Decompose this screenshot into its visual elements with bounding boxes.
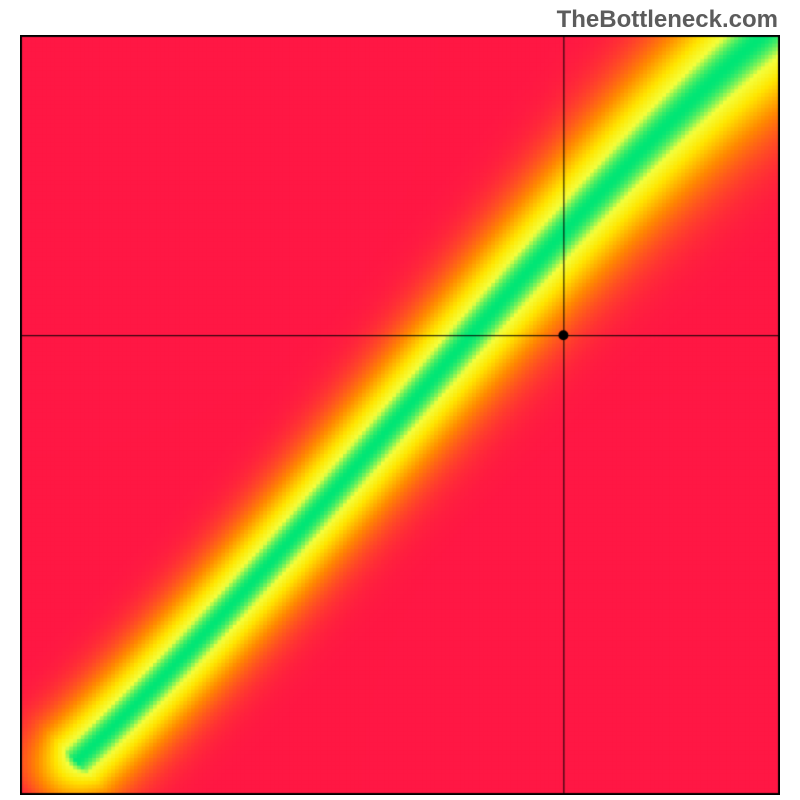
watermark-text: TheBottleneck.com xyxy=(557,6,778,34)
bottleneck-heatmap xyxy=(20,35,780,795)
